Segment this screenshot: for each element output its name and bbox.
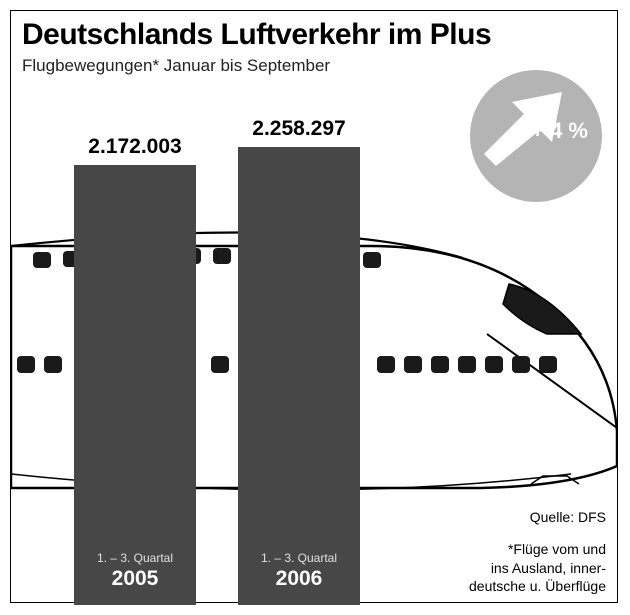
bar-2005-period: 1. – 3. Quartal (74, 551, 196, 565)
title: Deutschlands Luftverkehr im Plus (22, 18, 491, 52)
subtitle: Flugbewegungen* Januar bis September (22, 56, 330, 76)
growth-badge-text: + 4 % (531, 118, 588, 144)
infographic-canvas: Deutschlands Luftverkehr im Plus Flugbew… (0, 0, 630, 615)
bar-2006-value: 2.258.297 (238, 117, 360, 141)
bar-2006: 1. – 3. Quartal 2006 (238, 147, 360, 605)
footnote-line1: *Flüge vom und (508, 541, 606, 557)
bar-2006-period: 1. – 3. Quartal (238, 551, 360, 565)
growth-badge: + 4 % (470, 70, 602, 202)
bar-2005-year: 2005 (74, 567, 196, 591)
bar-2006-year: 2006 (238, 567, 360, 591)
bar-2005-value: 2.172.003 (74, 135, 196, 159)
source-text: Quelle: DFS (530, 509, 606, 525)
bar-2005: 1. – 3. Quartal 2005 (74, 165, 196, 605)
footnote-line2: ins Ausland, inner- (491, 560, 606, 576)
footnote-line3: deutsche u. Überflüge (469, 578, 606, 594)
footnote-text: *Flüge vom und ins Ausland, inner- deuts… (469, 540, 606, 595)
